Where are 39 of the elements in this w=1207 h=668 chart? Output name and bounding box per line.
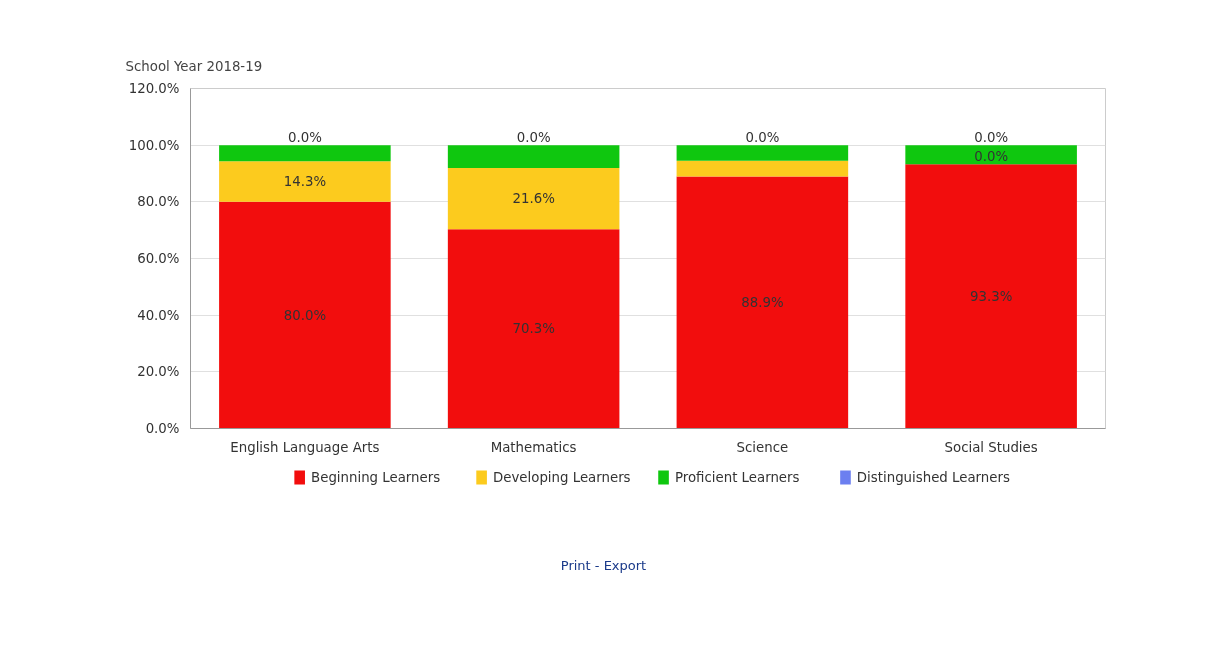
data-label: 70.3%	[512, 321, 555, 337]
y-tick-label: 120.0%	[128, 81, 180, 96]
data-label: 0.0%	[516, 130, 551, 146]
bar	[676, 145, 849, 161]
data-label: 88.9%	[741, 295, 784, 311]
bar	[447, 229, 620, 429]
bar	[905, 164, 1077, 429]
legend-label: Distinguished Learners	[856, 470, 1010, 485]
x-tick-label: English Language Arts	[230, 439, 380, 455]
y-tick-label: 80.0%	[137, 194, 180, 210]
data-label: 0.0%	[287, 130, 322, 146]
bar	[219, 201, 391, 429]
data-label: 93.3%	[969, 288, 1013, 304]
data-label: 80.0%	[283, 307, 327, 323]
x-tick-label: Social Studies	[944, 439, 1038, 455]
data-label: 0.0%	[974, 130, 1009, 146]
legend-label: Beginning Learners	[311, 470, 441, 485]
y-tick-label: 20.0%	[137, 364, 180, 380]
y-tick-label: 60.0%	[137, 251, 180, 266]
legend-label: Developing Learners	[492, 470, 631, 485]
text: Print - Export	[560, 557, 647, 575]
bar	[447, 145, 620, 169]
bar	[905, 145, 1077, 165]
x-tick-label: Mathematics	[490, 439, 577, 455]
y-tick-label: 40.0%	[137, 307, 180, 323]
bar	[447, 168, 620, 230]
x-tick-label: Science	[736, 439, 789, 455]
data-label: 0.0%	[974, 149, 1009, 165]
bar	[219, 161, 391, 202]
data-label: 0.0%	[745, 130, 780, 146]
y-tick-label: 0.0%	[145, 421, 180, 436]
y-tick-label: 100.0%	[128, 137, 180, 153]
legend-label: Proficient Learners	[674, 470, 800, 485]
bar	[676, 176, 849, 429]
data-label: 21.6%	[512, 191, 555, 207]
bar	[676, 160, 849, 177]
bar	[219, 145, 391, 162]
data-label: 14.3%	[283, 174, 327, 190]
chart-title: School Year 2018-19	[125, 58, 263, 74]
